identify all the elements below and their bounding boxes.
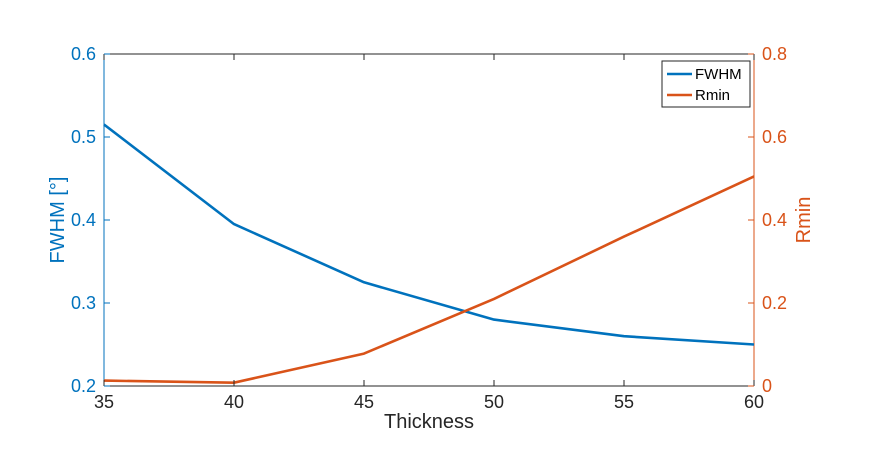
right-y-tick-label: 0 xyxy=(762,376,772,396)
series-line-fwhm xyxy=(103,123,755,346)
left-y-axis-label: FWHM [°] xyxy=(47,177,69,264)
left-y-tick-label: 0.2 xyxy=(71,376,96,396)
legend: FWHM Rmin xyxy=(661,60,751,108)
left-y-tick-label: 0.5 xyxy=(71,127,96,147)
x-tick-label: 40 xyxy=(224,392,244,412)
right-y-tick-label: 0.8 xyxy=(762,44,787,64)
right-y-tick-label: 0.2 xyxy=(762,293,787,313)
legend-label-rmin: Rmin xyxy=(695,87,730,104)
right-y-axis-label: Rmin xyxy=(793,197,815,244)
x-tick-label: 45 xyxy=(354,392,374,412)
legend-box xyxy=(661,60,751,108)
x-tick-label: 35 xyxy=(94,392,114,412)
x-tick-label: 60 xyxy=(744,392,764,412)
x-axis-label: Thickness xyxy=(384,411,474,433)
right-y-tick-label: 0.6 xyxy=(762,127,787,147)
left-y-tick-label: 0.3 xyxy=(71,293,96,313)
x-tick-label: 55 xyxy=(614,392,634,412)
x-tick-label: 50 xyxy=(484,392,504,412)
series-line-rmin xyxy=(103,175,755,385)
right-y-tick-label: 0.4 xyxy=(762,210,787,230)
left-y-tick-label: 0.6 xyxy=(71,44,96,64)
left-y-tick-label: 0.4 xyxy=(71,210,96,230)
legend-label-fwhm: FWHM xyxy=(695,66,742,83)
